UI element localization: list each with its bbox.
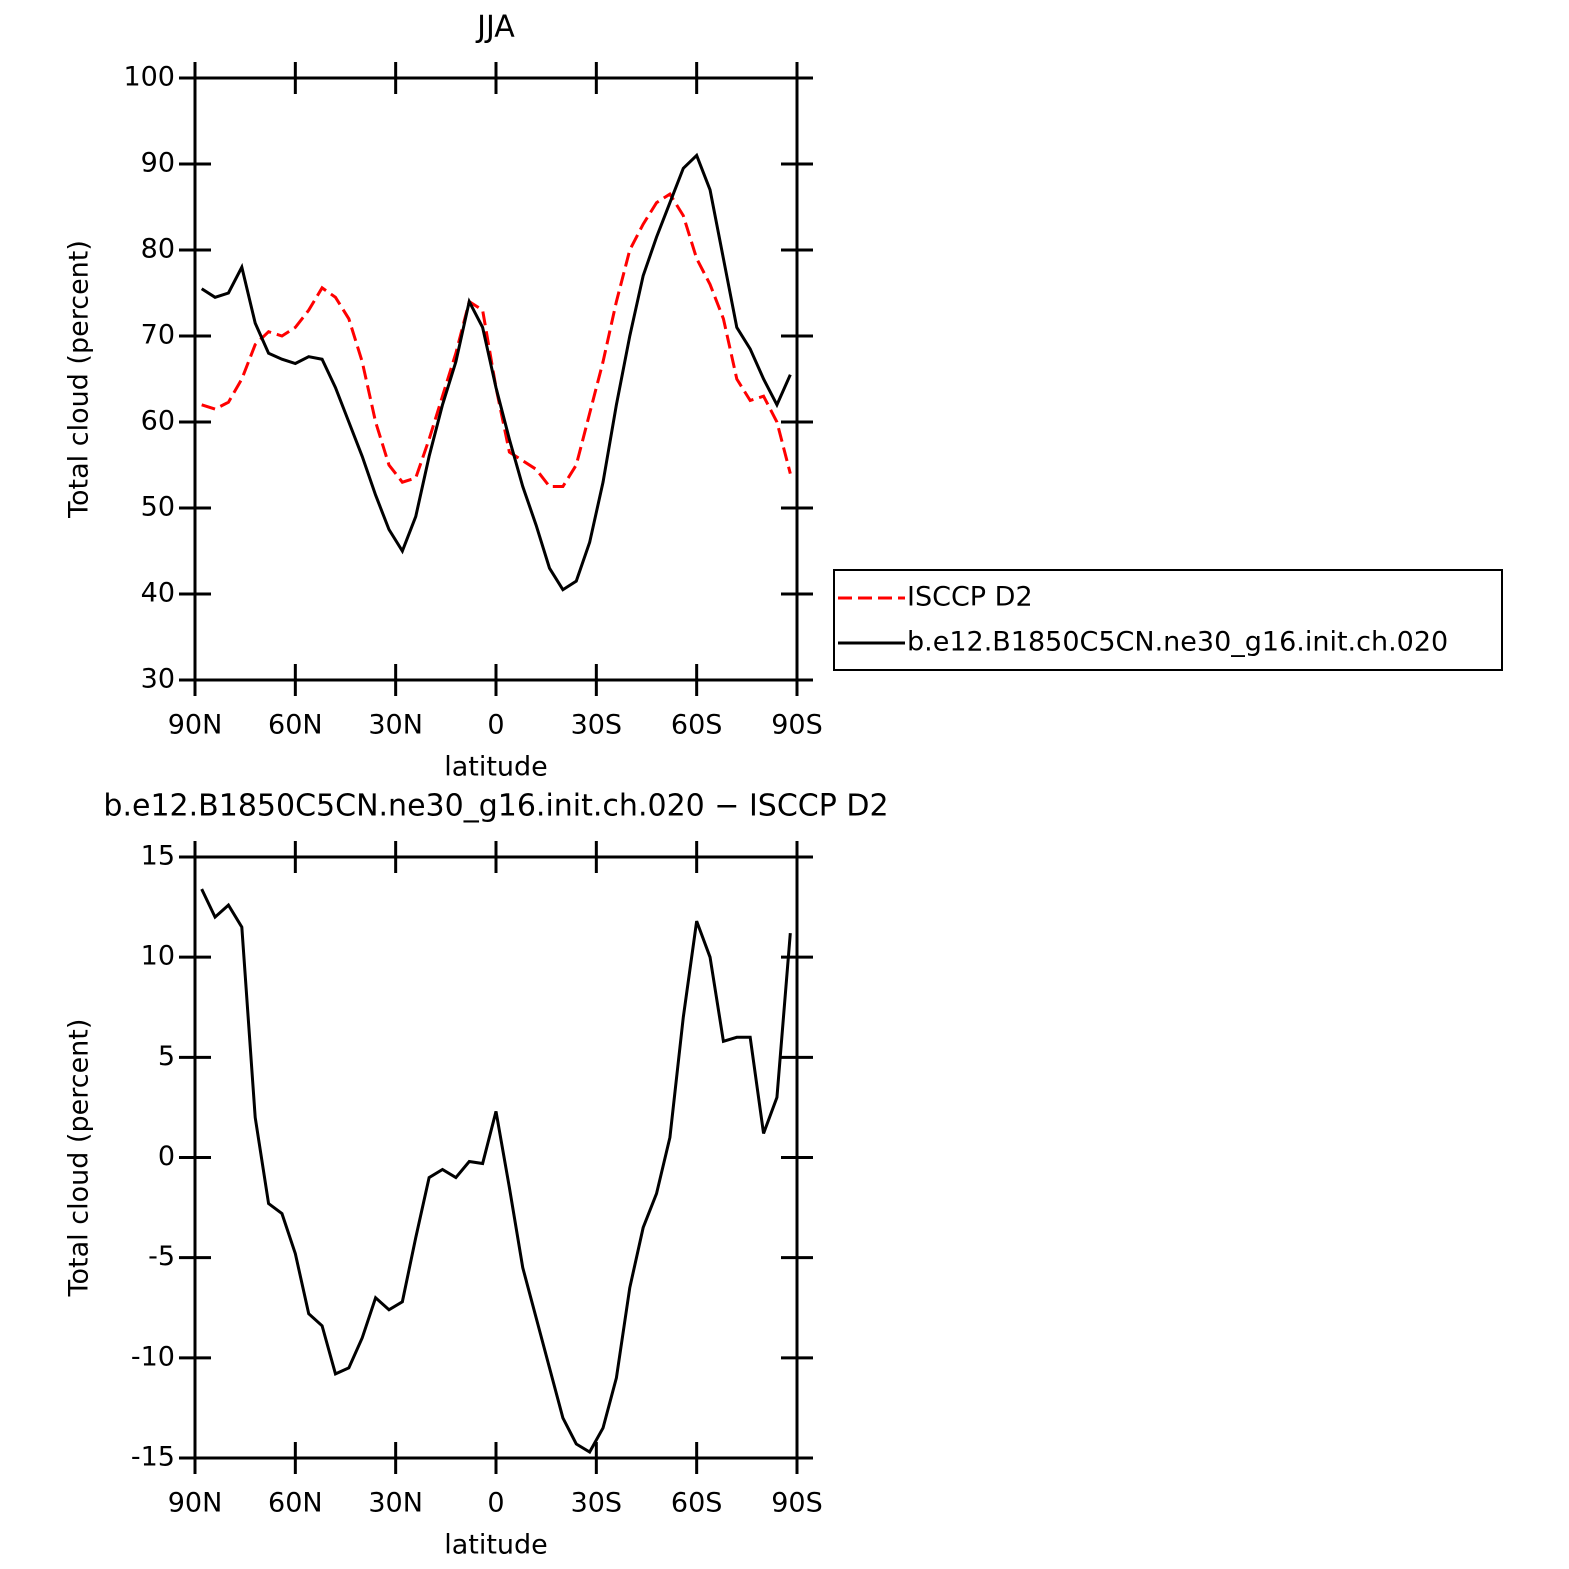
legend-label: ISCCP D2	[907, 582, 1033, 613]
x-tick-label: 90S	[771, 710, 823, 741]
data-line	[200, 152, 792, 592]
chart-title: b.e12.B1850C5CN.ne30_g16.init.ch.020 − I…	[103, 789, 888, 824]
y-tick-label: 15	[141, 841, 175, 872]
x-tick-label: 60S	[671, 1488, 723, 1519]
y-tick-label: 0	[158, 1141, 175, 1172]
x-tick-label: 60N	[268, 710, 323, 741]
data-line	[201, 192, 792, 488]
legend-box	[833, 569, 1503, 671]
y-tick-label: 50	[141, 492, 175, 523]
y-tick-label: 40	[141, 578, 175, 609]
legend-label: b.e12.B1850C5CN.ne30_g16.init.ch.020	[907, 627, 1448, 658]
x-tick-label: 0	[487, 710, 504, 741]
y-tick-label: 100	[123, 62, 175, 93]
y-tick-label: 60	[141, 406, 175, 437]
x-tick-label: 90N	[168, 1488, 223, 1519]
y-tick-label: 5	[158, 1041, 175, 1072]
x-axis-label: latitude	[444, 1530, 548, 1561]
x-tick-label: 60S	[671, 710, 723, 741]
y-tick-label: 70	[141, 320, 175, 351]
y-tick-label: -5	[148, 1241, 175, 1272]
y-axis-label: Total cloud (percent)	[64, 1019, 95, 1298]
x-tick-label: 30S	[571, 1488, 623, 1519]
y-tick-label: 10	[141, 941, 175, 972]
chart-title: JJA	[475, 10, 515, 45]
x-axis-label: latitude	[444, 752, 548, 783]
data-line	[200, 888, 792, 1455]
x-tick-label: 90S	[771, 1488, 823, 1519]
x-tick-label: 30S	[571, 710, 623, 741]
x-tick-label: 60N	[268, 1488, 323, 1519]
x-tick-label: 0	[487, 1488, 504, 1519]
y-axis-label: Total cloud (percent)	[64, 240, 95, 519]
y-tick-label: -10	[131, 1341, 175, 1372]
y-tick-label: 90	[141, 148, 175, 179]
y-tick-label: 80	[141, 234, 175, 265]
x-tick-label: 30N	[368, 710, 423, 741]
y-tick-label: -15	[131, 1442, 175, 1473]
x-tick-label: 90N	[168, 710, 223, 741]
x-tick-label: 30N	[368, 1488, 423, 1519]
y-tick-label: 30	[141, 664, 175, 695]
